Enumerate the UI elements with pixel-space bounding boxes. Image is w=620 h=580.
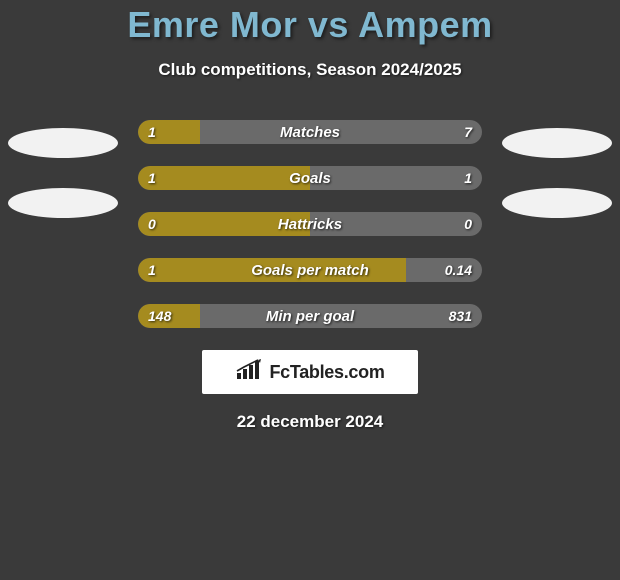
player1-badge-top xyxy=(8,128,118,158)
stat-right-value: 831 xyxy=(439,304,482,328)
source-logo: FcTables.com xyxy=(202,350,418,394)
stat-bar: 1Goals per match0.14 xyxy=(138,258,482,282)
stat-label: Min per goal xyxy=(138,304,482,328)
right-badge-column xyxy=(502,128,612,218)
stats-bars: 1Matches71Goals10Hattricks01Goals per ma… xyxy=(138,120,482,328)
chart-icon xyxy=(235,359,263,386)
stat-bar: 0Hattricks0 xyxy=(138,212,482,236)
player1-badge-bottom xyxy=(8,188,118,218)
stat-bar: 1Matches7 xyxy=(138,120,482,144)
stat-label: Goals xyxy=(138,166,482,190)
subtitle: Club competitions, Season 2024/2025 xyxy=(0,60,620,80)
player2-badge-bottom xyxy=(502,188,612,218)
stat-right-value: 7 xyxy=(454,120,482,144)
stat-bar: 148Min per goal831 xyxy=(138,304,482,328)
main-row: 1Matches71Goals10Hattricks01Goals per ma… xyxy=(0,120,620,328)
comparison-container: Emre Mor vs Ampem Club competitions, Sea… xyxy=(0,0,620,432)
player2-badge-top xyxy=(502,128,612,158)
page-title: Emre Mor vs Ampem xyxy=(0,4,620,46)
stat-right-value: 1 xyxy=(454,166,482,190)
left-badge-column xyxy=(8,128,118,218)
stat-label: Hattricks xyxy=(138,212,482,236)
stat-label: Goals per match xyxy=(138,258,482,282)
stat-bar: 1Goals1 xyxy=(138,166,482,190)
logo-text: FcTables.com xyxy=(269,362,384,383)
stat-right-value: 0.14 xyxy=(435,258,482,282)
date-label: 22 december 2024 xyxy=(0,412,620,432)
stat-label: Matches xyxy=(138,120,482,144)
stat-right-value: 0 xyxy=(454,212,482,236)
